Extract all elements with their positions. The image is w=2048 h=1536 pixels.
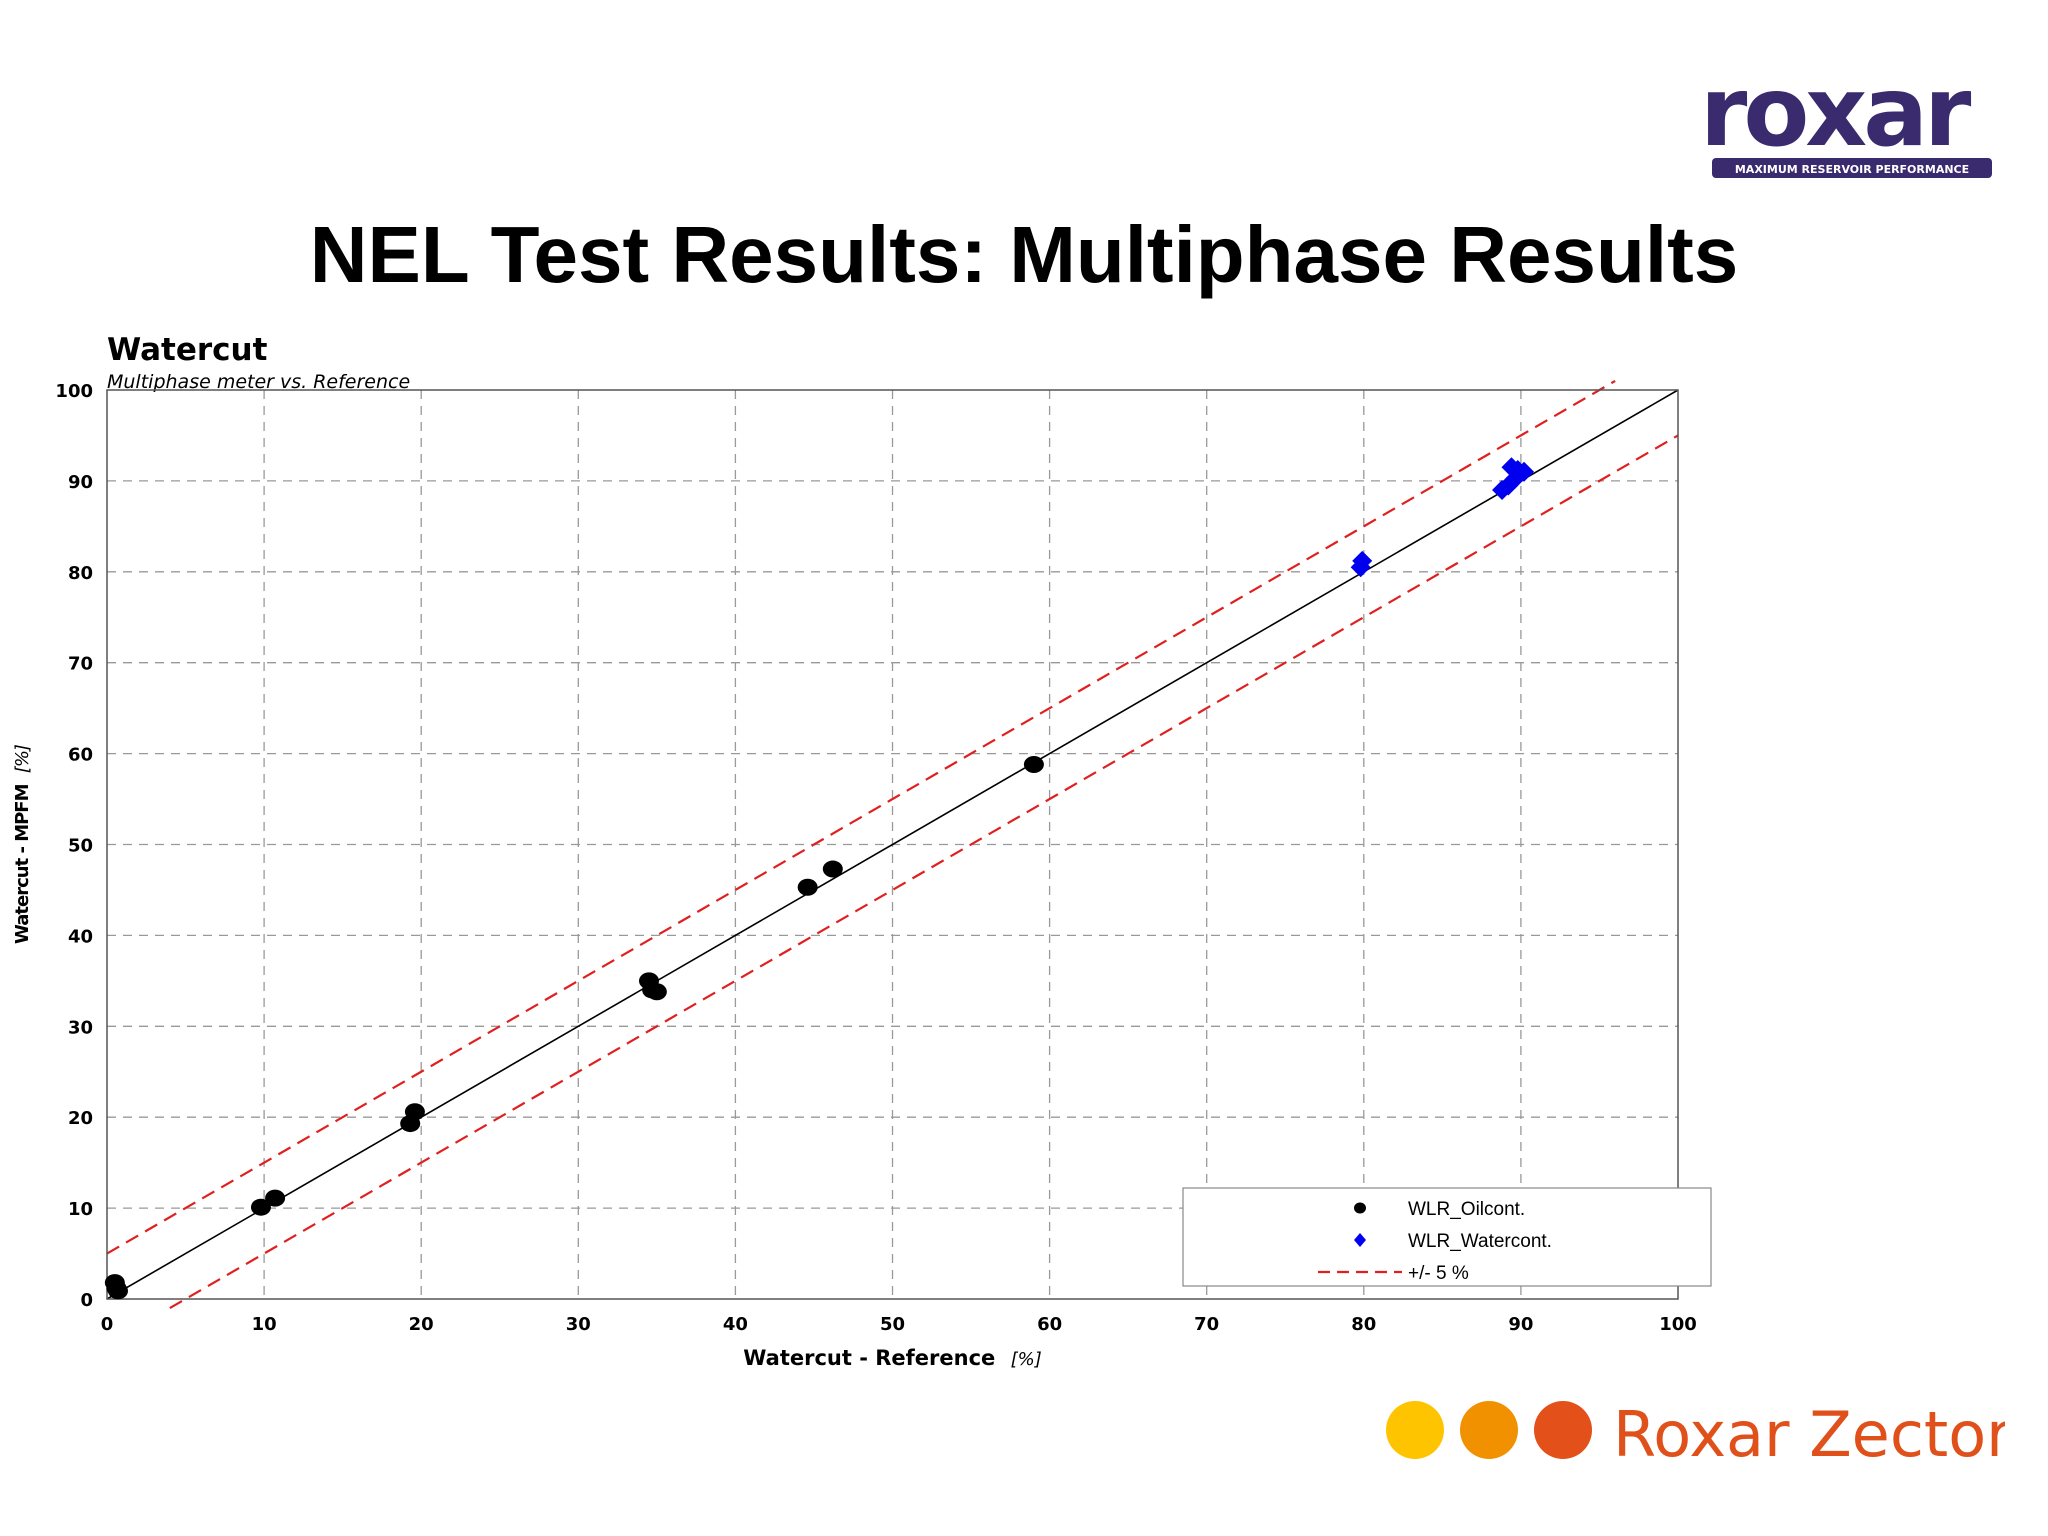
zector-dot-orange bbox=[1460, 1401, 1518, 1459]
chart-legend: WLR_Oilcont. WLR_Watercont. +/- 5 % bbox=[1182, 1187, 1712, 1287]
y-tick-label: 100 bbox=[55, 381, 93, 402]
y-axis-unit: [%] bbox=[12, 744, 33, 773]
y-tick-label: 40 bbox=[68, 926, 93, 947]
x-axis-label: Watercut - Reference bbox=[743, 1346, 995, 1370]
x-tick-label: 10 bbox=[252, 1314, 277, 1335]
oilcont-point bbox=[1023, 756, 1044, 774]
lower-5pct-line bbox=[169, 434, 1679, 1310]
chart-subtitle: Multiphase meter vs. Reference bbox=[107, 371, 410, 393]
roxar-logo: roxar MAXIMUM RESERVOIR PERFORMANCE bbox=[1700, 75, 1992, 178]
legend-label: +/- 5 % bbox=[1408, 1263, 1469, 1284]
oilcont-point bbox=[250, 1198, 271, 1216]
y-tick-label: 60 bbox=[68, 745, 93, 766]
x-tick-label: 30 bbox=[566, 1314, 591, 1335]
y-tick-label: 30 bbox=[68, 1017, 93, 1038]
watercont-point bbox=[1514, 461, 1535, 482]
oilcont-point bbox=[646, 983, 667, 1001]
y-tick-label: 20 bbox=[68, 1108, 93, 1129]
oilcont-point bbox=[797, 878, 818, 896]
y-tick-label: 70 bbox=[68, 654, 93, 675]
x-tick-label: 40 bbox=[723, 1314, 748, 1335]
legend-marker-circle bbox=[1354, 1202, 1366, 1214]
zector-dot-red bbox=[1534, 1401, 1592, 1459]
plot-frame bbox=[106, 389, 1679, 1300]
roxar-zector-logo: Roxar Zector bbox=[1386, 1398, 2005, 1471]
slide-title: NEL Test Results: Multiphase Results bbox=[309, 210, 1739, 299]
legend-marker-diamond bbox=[1354, 1233, 1366, 1247]
legend-items: WLR_Oilcont. WLR_Watercont. +/- 5 % bbox=[1318, 1199, 1552, 1284]
roxar-logo-tagline: MAXIMUM RESERVOIR PERFORMANCE bbox=[1735, 163, 1969, 176]
oilcont-point bbox=[404, 1103, 425, 1121]
legend-label: WLR_Oilcont. bbox=[1408, 1199, 1525, 1220]
identity-line bbox=[106, 389, 1679, 1300]
watercont-point bbox=[1352, 550, 1373, 571]
reference-lines bbox=[106, 379, 1679, 1310]
chart-title: Watercut bbox=[107, 332, 268, 368]
oilcont-point bbox=[265, 1189, 286, 1207]
roxar-logo-wordmark: roxar bbox=[1700, 75, 1972, 168]
grid-layer bbox=[107, 390, 1678, 1299]
oilcont-point bbox=[822, 860, 843, 878]
y-axis-title: Watercut - MPFM [%] bbox=[12, 744, 33, 944]
y-axis-label: Watercut - MPFM bbox=[12, 784, 33, 944]
x-tick-label: 0 bbox=[101, 1314, 114, 1335]
y-tick-label: 80 bbox=[68, 563, 93, 584]
x-tick-label: 70 bbox=[1194, 1314, 1219, 1335]
legend-label: WLR_Watercont. bbox=[1408, 1231, 1552, 1252]
oilcont-point bbox=[107, 1282, 128, 1300]
y-tick-label: 0 bbox=[80, 1290, 93, 1311]
y-tick-label: 50 bbox=[68, 836, 93, 857]
x-tick-label: 80 bbox=[1351, 1314, 1376, 1335]
upper-5pct-line bbox=[106, 379, 1616, 1255]
legend-box bbox=[1182, 1187, 1712, 1287]
data-points bbox=[104, 457, 1535, 1300]
tick-labels: 0 10 20 30 40 50 60 70 80 90 100 0 10 20 30 40 50 60 70 80 9… bbox=[55, 381, 1696, 1335]
y-tick-label: 90 bbox=[68, 472, 93, 493]
x-tick-label: 100 bbox=[1659, 1314, 1697, 1335]
x-tick-label: 50 bbox=[880, 1314, 905, 1335]
x-axis-unit: [%] bbox=[1011, 1349, 1042, 1370]
x-axis-title: Watercut - Reference [%] bbox=[743, 1346, 1042, 1370]
zector-dot-yellow bbox=[1386, 1401, 1444, 1459]
x-tick-label: 90 bbox=[1508, 1314, 1533, 1335]
y-tick-label: 10 bbox=[68, 1199, 93, 1220]
x-tick-label: 20 bbox=[409, 1314, 434, 1335]
x-tick-label: 60 bbox=[1037, 1314, 1062, 1335]
zector-wordmark: Roxar Zector bbox=[1613, 1398, 2005, 1471]
